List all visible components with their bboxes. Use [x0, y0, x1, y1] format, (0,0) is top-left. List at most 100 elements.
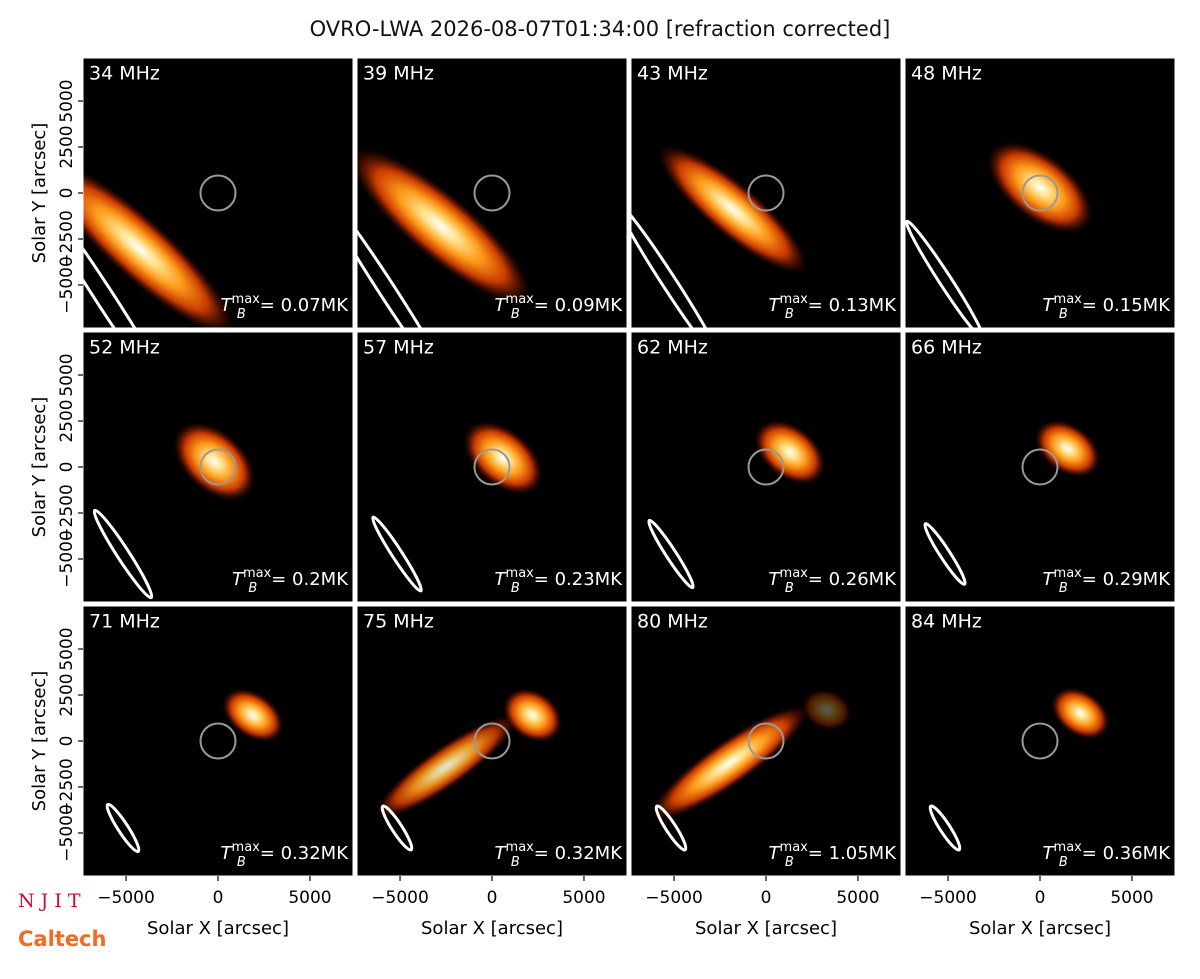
radio-source	[650, 705, 809, 821]
tb-sub: B	[1059, 307, 1068, 322]
tb-sub: B	[1059, 581, 1068, 596]
y-tick-label: 0	[57, 736, 77, 747]
tb-sup: max	[232, 292, 261, 307]
y-tick-label: −5000	[57, 256, 77, 314]
solar-disk	[199, 448, 237, 486]
tb-symbol: T	[221, 295, 234, 316]
panel-image	[375, 688, 563, 852]
radio-source	[801, 688, 853, 731]
y-tick-label: 5000	[57, 627, 77, 670]
y-tick-label: −2500	[57, 758, 77, 816]
tb-sup: max	[1054, 292, 1083, 307]
tb-symbol: T	[221, 843, 234, 864]
panel-frame	[630, 57, 902, 329]
solar-disk	[1021, 722, 1059, 760]
tb-max-label: Tmax B = 0.26MK	[769, 566, 898, 596]
tb-max-label: Tmax B = 0.36MK	[1043, 840, 1172, 870]
tb-max-label: Tmax B = 0.13MK	[769, 292, 898, 322]
panel-image	[631, 145, 808, 328]
tb-sub: B	[785, 581, 794, 596]
tb-sub: B	[511, 581, 520, 596]
solar-disk	[473, 722, 511, 760]
tb-symbol: T	[769, 295, 782, 316]
tb-sup: max	[1054, 566, 1083, 581]
tb-value: = 0.15MK	[1082, 295, 1171, 316]
y-tick-label: 2500	[57, 673, 77, 716]
solar-disk	[747, 174, 785, 212]
beam	[357, 189, 454, 328]
x-axis-label: Solar X [arcsec]	[969, 918, 1111, 939]
chart-title: OVRO-LWA 2026-08-07T01:34:00 [refraction…	[310, 17, 891, 41]
radio-source	[375, 715, 517, 819]
panel-background	[905, 332, 1175, 602]
frequency-label: 52 MHz	[89, 337, 160, 359]
panel-image	[650, 688, 853, 852]
panel-frame	[630, 331, 902, 603]
x-tick-label: 0	[761, 888, 772, 908]
panel-image	[923, 420, 1101, 586]
x-axis-label: Solar X [arcsec]	[695, 918, 837, 939]
tb-symbol: T	[1043, 569, 1056, 590]
tb-sub: B	[248, 581, 257, 596]
solar-disk	[199, 722, 237, 760]
frequency-label: 39 MHz	[363, 63, 434, 85]
panel-frame	[356, 331, 628, 603]
panel-background	[83, 606, 353, 876]
beam	[631, 200, 723, 328]
tb-sup: max	[780, 840, 809, 855]
radio-source	[173, 422, 256, 501]
tb-value: = 0.13MK	[808, 295, 897, 316]
tb-value: = 1.05MK	[808, 843, 897, 864]
beam	[928, 804, 962, 852]
solar-disk	[1021, 174, 1059, 212]
tb-sup: max	[506, 840, 535, 855]
tb-value: = 0.07MK	[260, 295, 349, 316]
tb-symbol: T	[495, 843, 508, 864]
panel-image	[105, 688, 284, 854]
tb-max-label: Tmax B = 0.23MK	[495, 566, 624, 596]
tb-max-label: Tmax B = 0.07MK	[221, 292, 350, 322]
beam	[105, 802, 141, 854]
frequency-label: 48 MHz	[911, 63, 982, 85]
tb-value: = 0.29MK	[1082, 569, 1171, 590]
tb-sub: B	[785, 307, 794, 322]
frequency-label: 66 MHz	[911, 337, 982, 359]
y-tick-label: −2500	[57, 210, 77, 268]
radio-source	[1051, 687, 1110, 740]
radio-source	[987, 141, 1093, 234]
tb-sup: max	[506, 292, 535, 307]
tb-sub: B	[511, 855, 520, 870]
tb-value: = 0.32MK	[260, 843, 349, 864]
panel-image	[647, 420, 826, 590]
x-tick-label: 0	[1035, 888, 1046, 908]
beam	[92, 508, 154, 600]
solar-disk	[199, 174, 237, 212]
tb-sub: B	[237, 855, 246, 870]
tb-sub: B	[511, 307, 520, 322]
panel-image	[92, 422, 256, 600]
x-tick-label: −5000	[97, 888, 155, 908]
tb-sup: max	[780, 292, 809, 307]
frequency-label: 75 MHz	[363, 611, 434, 633]
radio-source	[83, 161, 234, 328]
tb-symbol: T	[495, 295, 508, 316]
y-tick-label: 5000	[57, 79, 77, 122]
tb-value: = 0.26MK	[808, 569, 897, 590]
radio-source	[658, 145, 808, 274]
panel-background	[905, 606, 1175, 876]
beam	[83, 187, 178, 328]
panel-frame	[904, 331, 1176, 603]
x-tick-label: −5000	[371, 888, 429, 908]
tb-value: = 0.23MK	[534, 569, 623, 590]
logo: N J I T	[18, 890, 81, 912]
y-tick-label: 0	[57, 462, 77, 473]
tb-max-label: Tmax B = 1.05MK	[769, 840, 898, 870]
tb-symbol: T	[1043, 295, 1056, 316]
radio-source	[222, 688, 284, 742]
beam	[654, 804, 688, 852]
tb-sup: max	[232, 840, 261, 855]
y-axis-label: Solar Y [arcsec]	[29, 123, 50, 264]
panel-image	[83, 161, 237, 328]
tb-max-label: Tmax B = 0.2MK	[232, 566, 349, 596]
y-tick-label: −5000	[57, 804, 77, 862]
